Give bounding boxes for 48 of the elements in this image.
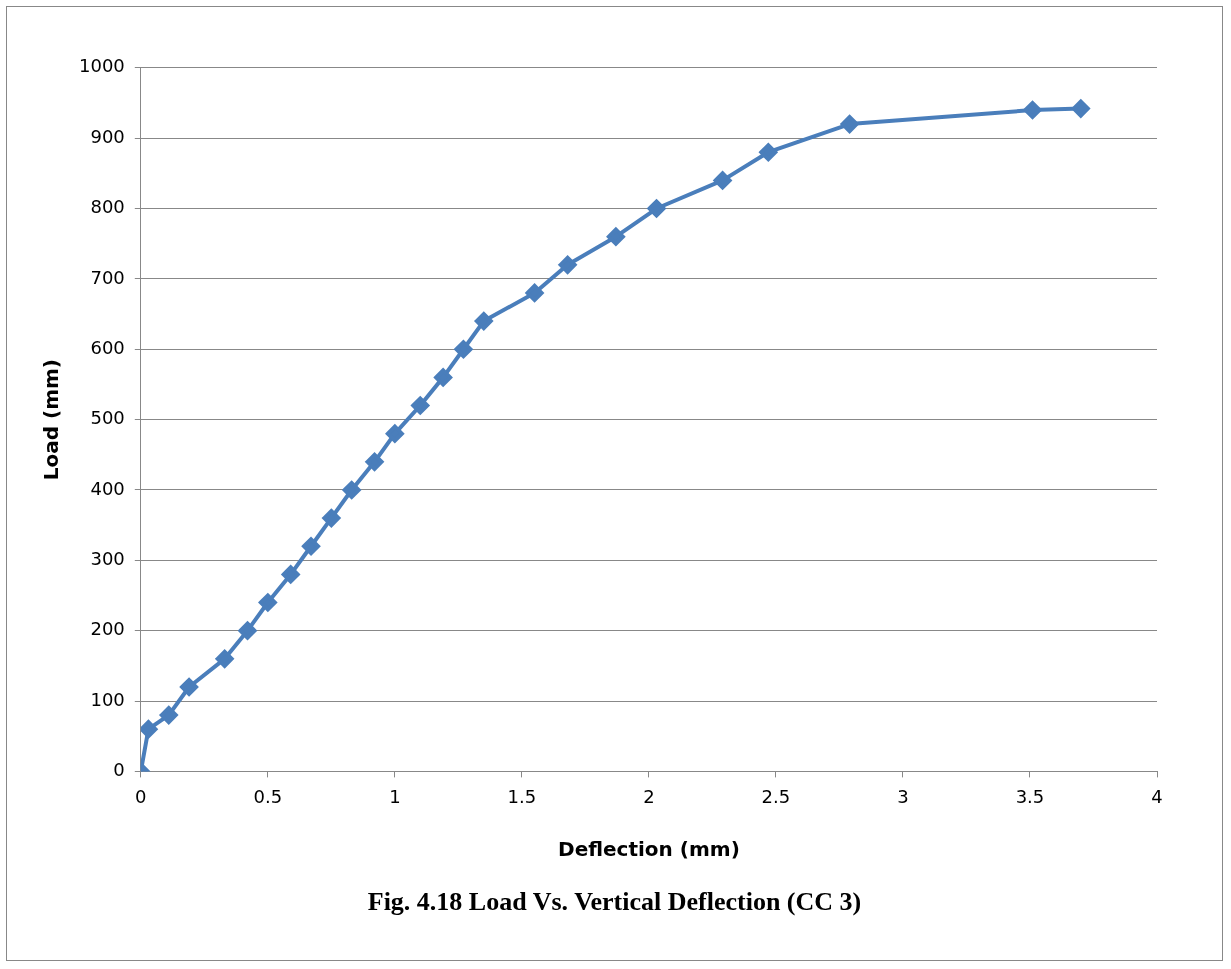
point (302, 537, 321, 556)
point (258, 593, 277, 612)
point (474, 312, 493, 331)
x-tick-label: 0 (135, 785, 147, 807)
y-tick-label: 800 (90, 196, 125, 218)
x-tick-label: 0.5 (253, 785, 283, 807)
point (434, 368, 453, 387)
y-tick-label: 100 (90, 688, 125, 710)
y-tick-label: 900 (90, 125, 125, 147)
point (238, 621, 257, 640)
y-tick-label: 200 (90, 618, 125, 640)
point (840, 115, 859, 134)
point (606, 227, 625, 246)
point (140, 720, 158, 739)
x-tick-label: 2 (643, 785, 655, 807)
y-tick-label: 400 (90, 477, 125, 499)
point (525, 283, 544, 302)
point (759, 143, 778, 162)
y-axis-title: Load (mm) (39, 358, 64, 481)
y-tick-label: 500 (90, 407, 125, 429)
point (180, 677, 199, 696)
x-tick-label: 1.5 (507, 785, 537, 807)
point (558, 255, 577, 274)
point (647, 199, 666, 218)
x-tick-label: 3.5 (1015, 785, 1045, 807)
point (322, 509, 341, 528)
y-tick-label: 300 (90, 547, 125, 569)
point (159, 706, 178, 725)
point (215, 649, 234, 668)
point (342, 480, 361, 499)
point (454, 340, 473, 359)
point (713, 171, 732, 190)
point (411, 396, 430, 415)
y-tick-label: 700 (90, 266, 125, 288)
x-tick-label: 4 (1151, 785, 1163, 807)
y-tick-label: 1000 (79, 55, 125, 77)
x-tick-label: 3 (897, 785, 909, 807)
y-tick-label: 600 (90, 336, 125, 358)
point (365, 452, 384, 471)
point (1023, 101, 1042, 120)
point (281, 565, 300, 584)
point (1071, 99, 1090, 118)
point (385, 424, 404, 443)
y-tick-label: 0 (113, 759, 125, 781)
text: Fig. 4.18 Load Vs. Vertical Deflection (CC 3) (366, 887, 863, 917)
x-tick-label: 2.5 (761, 785, 791, 807)
x-tick-label: 1 (389, 785, 401, 807)
x-axis-title: Deflection (mm) (558, 837, 740, 862)
